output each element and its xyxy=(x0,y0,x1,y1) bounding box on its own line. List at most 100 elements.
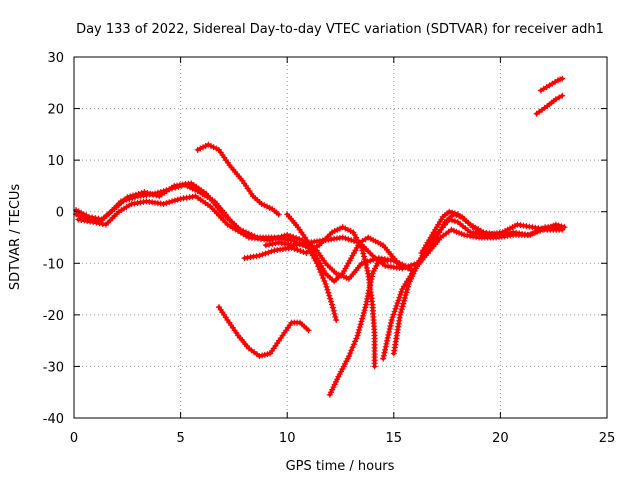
data-point xyxy=(402,292,409,299)
data-point xyxy=(95,215,102,222)
data-point xyxy=(129,192,136,199)
data-point xyxy=(402,264,409,271)
data-point xyxy=(359,312,366,319)
data-point xyxy=(397,291,404,298)
data-point xyxy=(269,240,276,247)
data-point xyxy=(328,301,335,308)
data-point xyxy=(336,225,343,232)
data-point xyxy=(169,198,176,205)
data-point xyxy=(399,265,406,272)
data-point xyxy=(359,247,366,254)
data-point xyxy=(197,145,204,152)
data-point xyxy=(163,200,170,207)
data-point xyxy=(353,335,360,342)
data-point xyxy=(393,302,400,309)
data-point xyxy=(357,321,364,328)
data-point xyxy=(552,96,559,103)
data-point xyxy=(262,242,269,249)
data-point xyxy=(390,311,397,318)
data-series-3 xyxy=(75,193,414,282)
data-series-12 xyxy=(418,208,487,256)
series-line xyxy=(264,212,567,271)
data-point xyxy=(166,199,173,206)
data-point xyxy=(321,277,328,284)
data-series-11 xyxy=(390,216,566,357)
data-point xyxy=(210,144,217,151)
data-point xyxy=(360,253,367,260)
data-point xyxy=(400,300,407,307)
data-point xyxy=(258,200,265,207)
data-point xyxy=(264,351,271,358)
data-point xyxy=(451,218,458,225)
data-point xyxy=(320,275,327,282)
data-point xyxy=(347,350,354,357)
data-point xyxy=(395,297,402,304)
data-point xyxy=(265,249,272,256)
data-point xyxy=(399,303,406,310)
data-point xyxy=(327,295,334,302)
data-point xyxy=(272,240,279,247)
data-point xyxy=(404,286,411,293)
data-point xyxy=(281,232,288,239)
data-point xyxy=(359,315,366,322)
data-point xyxy=(397,311,404,318)
y-tick-label: -40 xyxy=(43,412,64,427)
data-series-14 xyxy=(537,75,566,94)
data-point xyxy=(397,309,404,316)
data-point xyxy=(360,250,367,257)
data-point xyxy=(275,211,282,218)
data-point xyxy=(268,248,275,255)
data-point xyxy=(259,352,266,359)
data-point xyxy=(325,289,332,296)
data-point xyxy=(275,234,282,241)
data-point xyxy=(355,329,362,336)
data-point xyxy=(380,355,387,362)
data-point xyxy=(326,292,333,299)
data-point xyxy=(332,313,339,320)
data-point xyxy=(141,189,148,196)
data-point xyxy=(380,352,387,359)
data-point xyxy=(349,344,356,351)
x-tick-label: 25 xyxy=(599,431,616,446)
data-point xyxy=(324,286,331,293)
data-point xyxy=(144,189,151,196)
data-point xyxy=(127,193,134,200)
data-point xyxy=(171,197,178,204)
data-point xyxy=(385,331,392,338)
data-point xyxy=(262,250,269,257)
data-point xyxy=(331,310,338,317)
y-tick-label: 0 xyxy=(56,206,64,221)
data-point xyxy=(99,220,106,227)
data-point xyxy=(559,75,566,82)
data-point xyxy=(384,334,391,341)
series-line xyxy=(76,194,413,281)
data-point xyxy=(92,215,99,222)
data-point xyxy=(174,196,181,203)
data-point xyxy=(278,233,285,240)
data-point xyxy=(361,307,368,314)
data-point xyxy=(381,349,388,356)
data-point xyxy=(446,208,453,215)
y-tick-label: 30 xyxy=(47,51,64,66)
data-point xyxy=(266,204,273,211)
data-point xyxy=(85,213,92,220)
series-line xyxy=(217,305,311,358)
data-point xyxy=(396,294,403,301)
data-point xyxy=(132,191,139,198)
data-point xyxy=(382,343,389,350)
data-point xyxy=(358,260,365,267)
data-point xyxy=(300,248,307,255)
data-point xyxy=(371,363,378,370)
data-point xyxy=(348,347,355,354)
data-point xyxy=(451,210,458,217)
data-point xyxy=(363,262,370,269)
data-point xyxy=(202,142,209,149)
data-point xyxy=(90,219,97,226)
data-point xyxy=(194,146,201,153)
data-point xyxy=(89,214,96,221)
data-point xyxy=(267,237,274,244)
data-point xyxy=(199,144,206,151)
data-point xyxy=(391,308,398,315)
data-point xyxy=(386,328,393,335)
data-point xyxy=(333,317,340,324)
